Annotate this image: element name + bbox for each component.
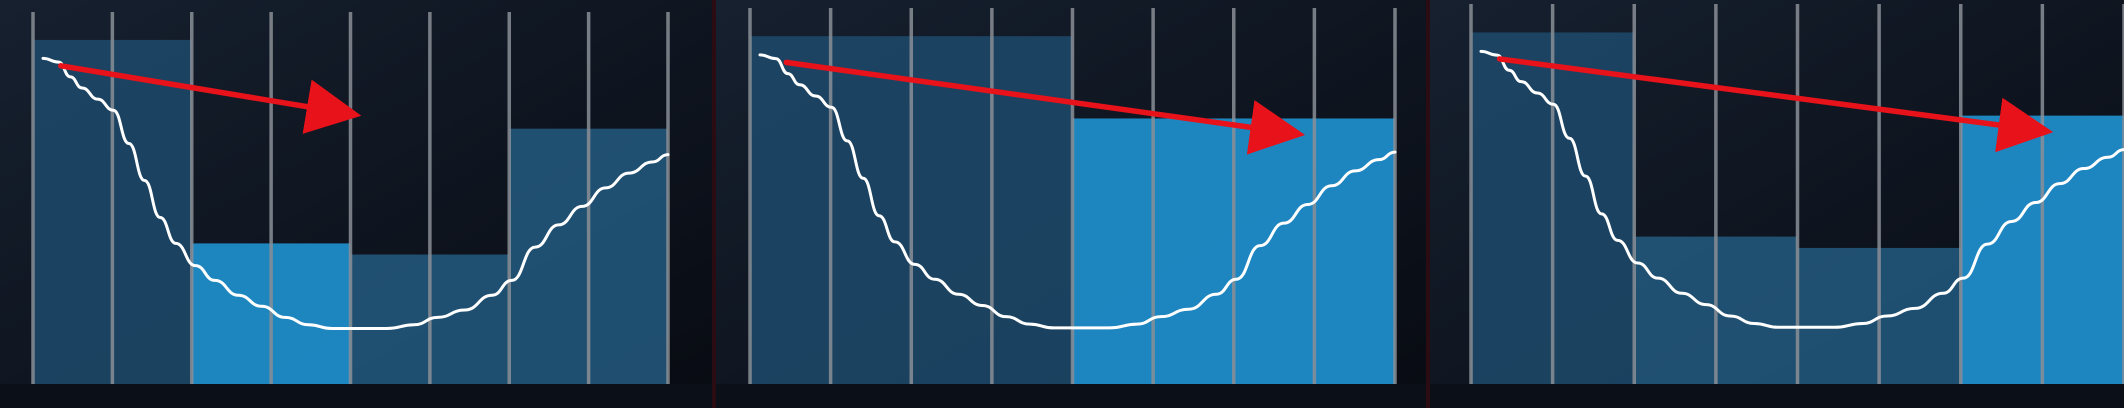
panel-divider	[712, 0, 716, 408]
red-arrow	[58, 63, 362, 134]
panel-3	[1430, 0, 2124, 408]
panel-1	[0, 0, 712, 408]
red-arrow	[783, 59, 1306, 155]
shape-curve	[1479, 49, 2124, 329]
panel-floor	[1430, 384, 2124, 408]
red-arrow	[1496, 56, 2054, 153]
panel-divider	[1426, 0, 1430, 408]
panel-floor	[716, 384, 1426, 408]
panel-2	[716, 0, 1426, 408]
shape-curve	[758, 53, 1397, 330]
shape-curve	[41, 56, 670, 330]
panel-floor	[0, 384, 712, 408]
